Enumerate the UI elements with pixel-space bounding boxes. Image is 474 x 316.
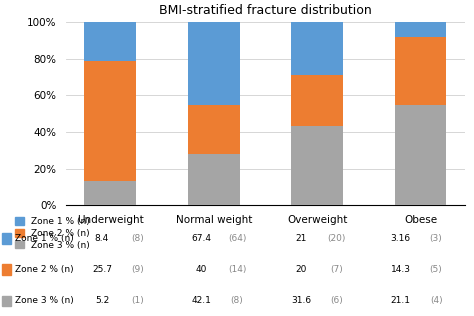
Text: (6): (6) xyxy=(330,296,343,306)
Bar xyxy=(188,22,239,105)
Text: Zone 3 % (n): Zone 3 % (n) xyxy=(15,296,73,306)
Text: 42.1: 42.1 xyxy=(191,296,211,306)
Text: Zone 1 % (n): Zone 1 % (n) xyxy=(15,234,73,243)
Text: (9): (9) xyxy=(131,265,144,274)
Bar xyxy=(84,22,136,61)
Text: 21.1: 21.1 xyxy=(391,296,410,306)
Text: (20): (20) xyxy=(328,234,346,243)
Bar xyxy=(84,61,136,181)
Text: 14.3: 14.3 xyxy=(391,265,410,274)
Text: 67.4: 67.4 xyxy=(191,234,211,243)
Legend: Zone 1 % (n), Zone 2 % (n), Zone 3 % (n): Zone 1 % (n), Zone 2 % (n), Zone 3 % (n) xyxy=(15,217,90,250)
Bar xyxy=(395,22,447,37)
Text: 25.7: 25.7 xyxy=(92,265,112,274)
Text: (3): (3) xyxy=(430,234,442,243)
Text: 8.4: 8.4 xyxy=(95,234,109,243)
Text: (1): (1) xyxy=(131,296,144,306)
Bar xyxy=(2,264,11,275)
Bar xyxy=(292,126,343,205)
Text: (8): (8) xyxy=(131,234,144,243)
Text: (8): (8) xyxy=(231,296,243,306)
Text: 31.6: 31.6 xyxy=(291,296,311,306)
Text: (7): (7) xyxy=(330,265,343,274)
Bar xyxy=(292,22,343,75)
Text: (5): (5) xyxy=(430,265,442,274)
Text: Zone 2 % (n): Zone 2 % (n) xyxy=(15,265,73,274)
Bar xyxy=(395,37,447,105)
Text: (14): (14) xyxy=(228,265,246,274)
Bar xyxy=(188,105,239,154)
Bar xyxy=(2,295,11,306)
Text: 21: 21 xyxy=(295,234,307,243)
Text: (4): (4) xyxy=(430,296,442,306)
Text: 40: 40 xyxy=(196,265,207,274)
Bar xyxy=(2,233,11,244)
Text: 5.2: 5.2 xyxy=(95,296,109,306)
Title: BMI-stratified fracture distribution: BMI-stratified fracture distribution xyxy=(159,4,372,17)
Text: 20: 20 xyxy=(295,265,307,274)
Bar xyxy=(188,154,239,205)
Bar xyxy=(84,181,136,205)
Bar xyxy=(292,75,343,126)
Text: 3.16: 3.16 xyxy=(391,234,410,243)
Bar xyxy=(395,105,447,205)
Text: (64): (64) xyxy=(228,234,246,243)
